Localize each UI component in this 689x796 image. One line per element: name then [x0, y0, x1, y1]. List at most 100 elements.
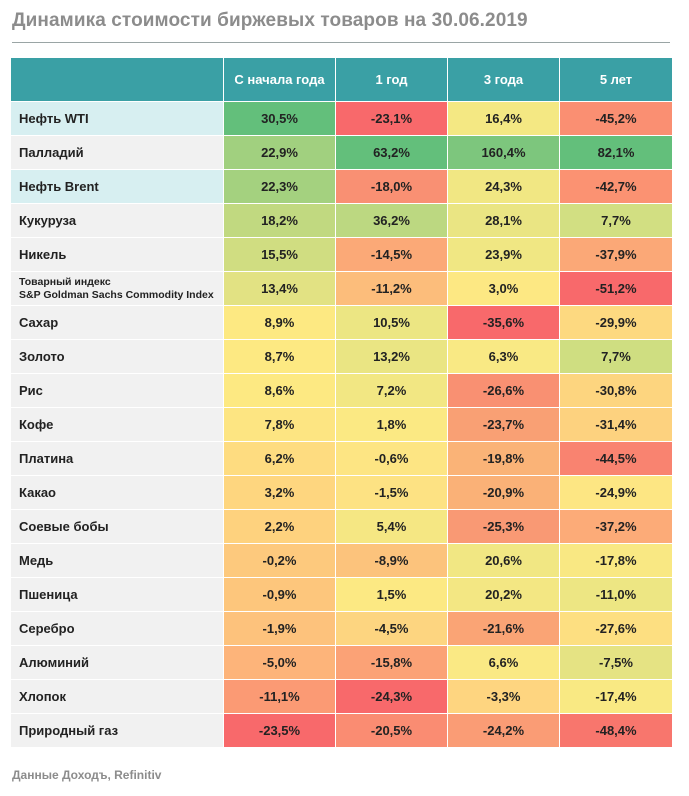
- column-header: 5 лет: [559, 57, 673, 102]
- row-label: Кукуруза: [10, 203, 224, 238]
- row-label: Товарный индекс S&P Goldman Sachs Commodi…: [10, 271, 224, 306]
- value-cell: -24,3%: [335, 679, 448, 714]
- row-label-line: S&P Goldman Sachs Commodity Index: [19, 288, 214, 301]
- value-cell: -4,5%: [335, 611, 448, 646]
- value-cell: 16,4%: [447, 101, 560, 136]
- value-cell: -3,3%: [447, 679, 560, 714]
- row-label: Хлопок: [10, 679, 224, 714]
- value-cell: 5,4%: [335, 509, 448, 544]
- row-label: Золото: [10, 339, 224, 374]
- table-row: Сахар 8,9% 10,5% -35,6% -29,9%: [10, 305, 673, 340]
- commodity-table: С начала года 1 год 3 года 5 лет Нефть WTI 3…: [10, 57, 673, 748]
- value-cell: 82,1%: [559, 135, 673, 170]
- table-row: Пшеница -0,9% 1,5% 20,2% -11,0%: [10, 577, 673, 612]
- value-cell: -0,2%: [223, 543, 336, 578]
- value-cell: -20,5%: [335, 713, 448, 748]
- row-label: Какао: [10, 475, 224, 510]
- column-header: С начала года: [223, 57, 336, 102]
- value-cell: -0,6%: [335, 441, 448, 476]
- row-label: Платина: [10, 441, 224, 476]
- value-cell: -11,1%: [223, 679, 336, 714]
- value-cell: 22,9%: [223, 135, 336, 170]
- value-cell: -21,6%: [447, 611, 560, 646]
- value-cell: 18,2%: [223, 203, 336, 238]
- value-cell: 160,4%: [447, 135, 560, 170]
- value-cell: -1,9%: [223, 611, 336, 646]
- value-cell: 8,9%: [223, 305, 336, 340]
- table-body: Нефть WTI 30,5% -23,1% 16,4% -45,2% Палладий 2…: [10, 101, 673, 748]
- value-cell: -8,9%: [335, 543, 448, 578]
- value-cell: -18,0%: [335, 169, 448, 204]
- value-cell: -23,7%: [447, 407, 560, 442]
- value-cell: -24,9%: [559, 475, 673, 510]
- value-cell: 10,5%: [335, 305, 448, 340]
- chart-title: Динамика стоимости биржевых товаров на 3…: [12, 10, 528, 31]
- value-cell: 7,7%: [559, 339, 673, 374]
- value-cell: 3,2%: [223, 475, 336, 510]
- row-label-line: Товарный индекс: [19, 275, 111, 288]
- value-cell: -31,4%: [559, 407, 673, 442]
- value-cell: 23,9%: [447, 237, 560, 272]
- table-row: Хлопок -11,1% -24,3% -3,3% -17,4%: [10, 679, 673, 714]
- table-row: Никель 15,5% -14,5% 23,9% -37,9%: [10, 237, 673, 272]
- value-cell: -19,8%: [447, 441, 560, 476]
- row-label: Алюминий: [10, 645, 224, 680]
- value-cell: -1,5%: [335, 475, 448, 510]
- value-cell: -11,0%: [559, 577, 673, 612]
- value-cell: 7,2%: [335, 373, 448, 408]
- row-label: Палладий: [10, 135, 224, 170]
- value-cell: -15,8%: [335, 645, 448, 680]
- value-cell: 20,2%: [447, 577, 560, 612]
- value-cell: 13,2%: [335, 339, 448, 374]
- row-label: Соевые бобы: [10, 509, 224, 544]
- value-cell: -44,5%: [559, 441, 673, 476]
- table-row: Платина 6,2% -0,6% -19,8% -44,5%: [10, 441, 673, 476]
- table-row: Нефть Brent 22,3% -18,0% 24,3% -42,7%: [10, 169, 673, 204]
- value-cell: -14,5%: [335, 237, 448, 272]
- value-cell: -23,1%: [335, 101, 448, 136]
- value-cell: -24,2%: [447, 713, 560, 748]
- value-cell: 7,7%: [559, 203, 673, 238]
- row-label: Нефть WTI: [10, 101, 224, 136]
- value-cell: -7,5%: [559, 645, 673, 680]
- value-cell: -37,2%: [559, 509, 673, 544]
- value-cell: -0,9%: [223, 577, 336, 612]
- row-label: Сахар: [10, 305, 224, 340]
- value-cell: -37,9%: [559, 237, 673, 272]
- value-cell: 28,1%: [447, 203, 560, 238]
- value-cell: 1,5%: [335, 577, 448, 612]
- value-cell: 30,5%: [223, 101, 336, 136]
- value-cell: -11,2%: [335, 271, 448, 306]
- value-cell: 8,6%: [223, 373, 336, 408]
- title-divider: [12, 42, 670, 43]
- value-cell: -42,7%: [559, 169, 673, 204]
- table-row: Алюминий -5,0% -15,8% 6,6% -7,5%: [10, 645, 673, 680]
- value-cell: -23,5%: [223, 713, 336, 748]
- value-cell: 7,8%: [223, 407, 336, 442]
- table-row: Медь -0,2% -8,9% 20,6% -17,8%: [10, 543, 673, 578]
- value-cell: 36,2%: [335, 203, 448, 238]
- value-cell: 22,3%: [223, 169, 336, 204]
- value-cell: -20,9%: [447, 475, 560, 510]
- value-cell: -17,4%: [559, 679, 673, 714]
- value-cell: 63,2%: [335, 135, 448, 170]
- value-cell: -25,3%: [447, 509, 560, 544]
- value-cell: -45,2%: [559, 101, 673, 136]
- table-header-row: С начала года 1 год 3 года 5 лет: [10, 57, 673, 102]
- row-label: Рис: [10, 373, 224, 408]
- table-row: Кукуруза 18,2% 36,2% 28,1% 7,7%: [10, 203, 673, 238]
- header-cell-name: [10, 57, 224, 102]
- value-cell: 8,7%: [223, 339, 336, 374]
- table-row: Кофе 7,8% 1,8% -23,7% -31,4%: [10, 407, 673, 442]
- table-row: Палладий 22,9% 63,2% 160,4% 82,1%: [10, 135, 673, 170]
- value-cell: 6,3%: [447, 339, 560, 374]
- source-note: Данные Доходъ, Refinitiv: [12, 768, 162, 782]
- value-cell: -29,9%: [559, 305, 673, 340]
- table-row: Серебро -1,9% -4,5% -21,6% -27,6%: [10, 611, 673, 646]
- value-cell: 2,2%: [223, 509, 336, 544]
- value-cell: 20,6%: [447, 543, 560, 578]
- value-cell: -51,2%: [559, 271, 673, 306]
- column-header: 1 год: [335, 57, 448, 102]
- row-label: Серебро: [10, 611, 224, 646]
- table-row: Нефть WTI 30,5% -23,1% 16,4% -45,2%: [10, 101, 673, 136]
